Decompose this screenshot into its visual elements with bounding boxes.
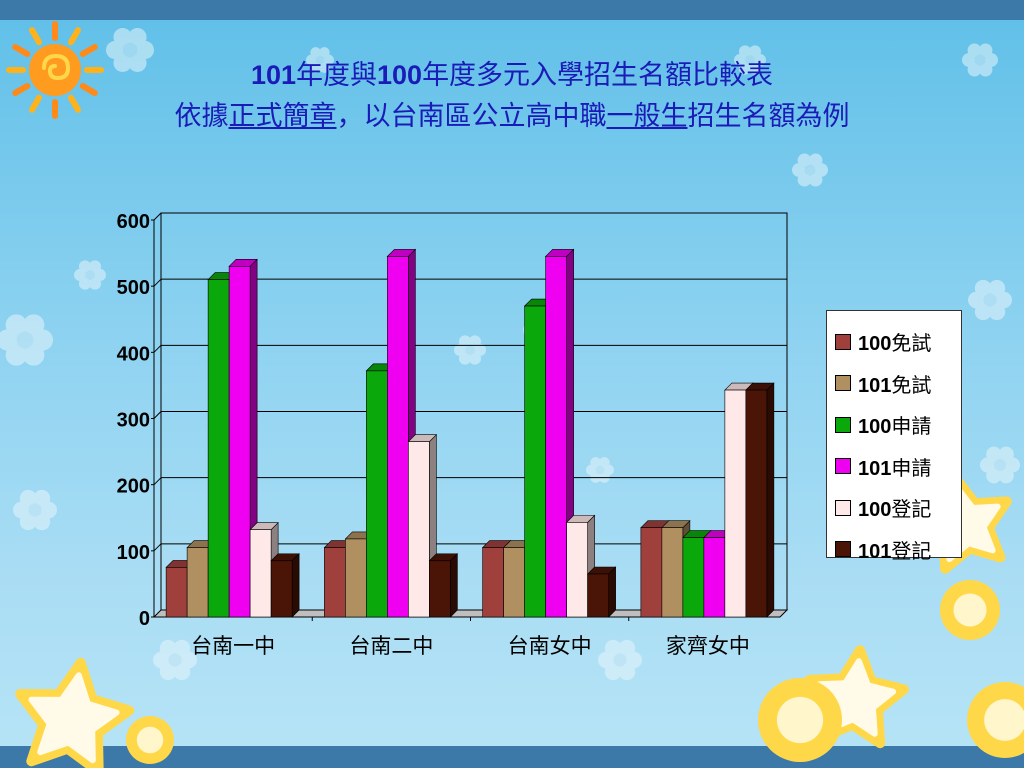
top-band xyxy=(0,0,1024,20)
flower-decoration xyxy=(962,43,998,77)
legend-label: 101免試 xyxy=(858,372,932,397)
legend-item: 100登記 xyxy=(827,487,961,529)
ring-decoration xyxy=(758,678,842,762)
legend-swatch xyxy=(835,541,851,558)
y-tick-label: 300 xyxy=(117,410,150,432)
chart-legend: 100免試 101免試 100申請 101申請 100登記 101登記 xyxy=(826,310,962,563)
x-tick-label: 台南女中 xyxy=(508,634,592,658)
legend-label: 101登記 xyxy=(858,538,932,563)
bar xyxy=(745,382,775,618)
legend-swatch xyxy=(835,375,851,392)
flower-decoration xyxy=(13,489,57,531)
bar xyxy=(586,566,617,618)
flower-decoration xyxy=(0,314,53,366)
flower-decoration xyxy=(968,279,1012,321)
legend-label: 100免試 xyxy=(858,331,932,356)
legend-item: 101申請 xyxy=(827,446,961,488)
bar xyxy=(270,553,300,618)
y-tick-label: 600 xyxy=(117,211,150,233)
star-decoration xyxy=(15,657,135,768)
flower-decoration xyxy=(598,639,642,681)
chart-title-line-2: 依據正式簡章，以台南區公立高中職一般生招生名額為例 xyxy=(174,101,850,132)
gridline xyxy=(153,344,162,353)
gridline xyxy=(153,543,162,552)
legend-swatch xyxy=(835,416,851,433)
legend-item: 101免試 xyxy=(827,363,961,405)
ring-decoration xyxy=(126,716,174,764)
legend-item: 100申請 xyxy=(827,404,961,446)
legend-item: 101登記 xyxy=(827,529,961,571)
gridline xyxy=(153,477,162,486)
y-tick-label: 500 xyxy=(117,277,150,299)
flower-decoration xyxy=(106,27,155,73)
flower-decoration xyxy=(74,260,106,290)
bottom-band xyxy=(0,746,1024,768)
x-tick-label: 台南二中 xyxy=(349,634,433,658)
flower-decoration xyxy=(792,153,828,187)
ring-decoration xyxy=(967,682,1024,758)
legend-label: 100登記 xyxy=(858,497,932,522)
gridline xyxy=(153,411,162,419)
gridline xyxy=(153,278,162,287)
flower-decoration xyxy=(454,335,487,365)
chart-title-line-1: 101年度與100年度多元入學招生名額比較表 xyxy=(250,60,774,91)
ring-decoration xyxy=(940,580,1000,640)
flower-decoration xyxy=(153,639,197,681)
x-tick-label: 家齊女中 xyxy=(666,634,750,658)
legend-label: 101申請 xyxy=(858,455,932,480)
flower-decoration xyxy=(306,47,334,73)
flower-decoration xyxy=(980,446,1021,484)
legend-item: 100免試 xyxy=(827,321,961,363)
flower-decoration xyxy=(734,45,766,75)
bar xyxy=(428,553,459,618)
legend-swatch xyxy=(835,458,851,475)
y-tick-label: 400 xyxy=(117,343,150,365)
sun-icon xyxy=(6,21,104,119)
y-tick-label: 100 xyxy=(117,542,150,564)
x-tick-label: 台南一中 xyxy=(191,634,275,658)
legend-swatch xyxy=(835,333,851,350)
gridline xyxy=(153,212,162,221)
legend-label: 100申請 xyxy=(858,414,932,439)
legend-swatch xyxy=(835,499,851,516)
y-tick-label: 200 xyxy=(117,476,150,498)
y-tick-label: 0 xyxy=(139,608,150,630)
